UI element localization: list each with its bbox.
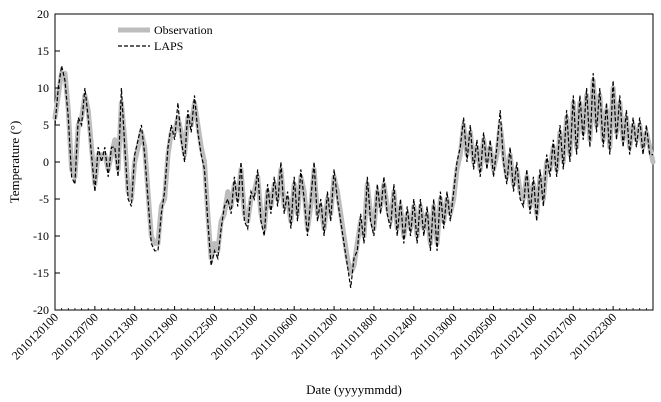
series-layer xyxy=(52,65,656,288)
y-axis-title: Temperature (°) xyxy=(7,121,22,204)
x-axis-title: Date (yyyymmdd) xyxy=(306,382,402,397)
series-line-observation xyxy=(52,70,656,276)
y-tick-label: -10 xyxy=(33,229,49,243)
series-line-laps xyxy=(54,65,653,288)
y-tick-label: 15 xyxy=(37,44,49,58)
plot-area xyxy=(52,13,656,311)
x-axis: 2010120100201012070020101213002010121900… xyxy=(9,306,647,363)
legend-laps-label: LAPS xyxy=(154,39,183,53)
y-tick-label: -15 xyxy=(33,266,49,280)
y-tick-label: 10 xyxy=(37,81,49,95)
y-tick-label: 20 xyxy=(37,7,49,21)
y-tick-label: 0 xyxy=(43,155,49,169)
y-tick-label: -5 xyxy=(39,192,49,206)
y-tick-label: 5 xyxy=(43,118,49,132)
y-tick-label: -20 xyxy=(33,303,49,317)
legend-observation-label: Observation xyxy=(154,23,213,37)
y-axis: -20 -15 -10 -5 0 5 10 15 20 xyxy=(33,7,60,317)
legend: Observation LAPS xyxy=(118,23,213,53)
